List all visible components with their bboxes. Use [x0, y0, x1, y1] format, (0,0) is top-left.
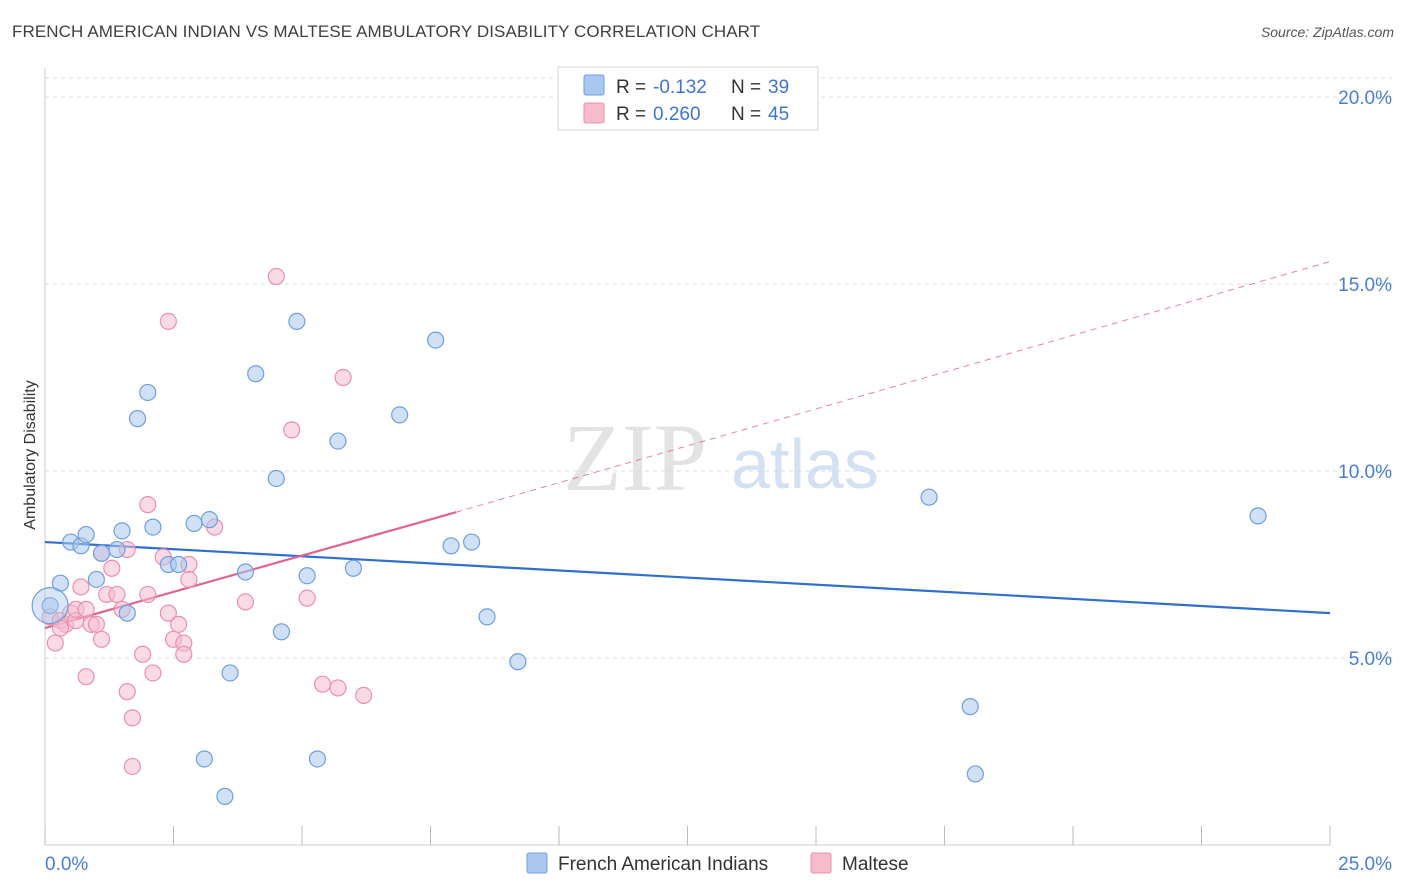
- legend-n-label-2: N =: [731, 104, 761, 125]
- x-tick-label-max: 25.0%: [1338, 854, 1392, 875]
- french-american-indian-point: [267, 469, 285, 488]
- french-american-indian-point: [961, 698, 979, 716]
- y-tick-label: 5.0%: [1349, 649, 1392, 670]
- maltese-point: [180, 570, 198, 589]
- french-american-indian-point: [442, 537, 460, 555]
- maltese-point: [236, 593, 255, 611]
- french-american-indian-point: [87, 570, 106, 589]
- legend-swatch-pink: [583, 102, 605, 124]
- french-american-indian-point: [41, 597, 59, 615]
- maltese-point: [123, 757, 141, 776]
- y-tick-label: 10.0%: [1338, 462, 1392, 483]
- legend-r-value-1: -0.132: [653, 77, 707, 98]
- french-american-indian-point: [272, 623, 291, 641]
- bottom-legend-swatch-pink: [810, 852, 832, 874]
- maltese-point: [175, 645, 193, 663]
- legend-r-value-2: 0.260: [653, 104, 701, 125]
- french-american-indian-point: [298, 567, 316, 585]
- french-american-indian-point: [247, 365, 265, 383]
- y-axis-label: Ambulatory Disability: [22, 380, 39, 529]
- french-american-indian-point: [288, 312, 306, 330]
- french-american-indian-point: [344, 559, 362, 577]
- french-american-indian-point: [509, 653, 527, 671]
- french-american-indian-point: [128, 410, 147, 428]
- french-american-indian-point: [478, 608, 496, 626]
- maltese-point: [355, 686, 373, 705]
- french-american-indian-point: [200, 511, 219, 529]
- maltese-point: [139, 585, 157, 604]
- axis-layer: 5.0% 10.0% 15.0% 20.0% 0.0% 25.0%: [44, 68, 1392, 875]
- maltese-point: [87, 615, 106, 633]
- y-tick-label: 20.0%: [1338, 88, 1392, 109]
- watermark-atlas: atlas: [731, 425, 879, 503]
- french-american-indian-cluster-point: [31, 587, 69, 625]
- bottom-legend-swatch-blue: [526, 852, 548, 874]
- french-american-indian-point: [221, 664, 239, 682]
- maltese-point: [123, 709, 141, 727]
- point-layer: [31, 267, 1267, 805]
- maltese-point: [103, 559, 121, 577]
- maltese-point: [334, 368, 352, 387]
- legend-n-value-1: 39: [768, 77, 789, 98]
- maltese-point: [139, 496, 157, 514]
- legend-swatch-blue: [583, 74, 605, 96]
- bottom-legend: French American Indians Maltese: [526, 852, 909, 875]
- source-label: Source: ZipAtlas.com: [1260, 24, 1394, 40]
- french-american-indian-point: [236, 563, 255, 581]
- top-legend: R = -0.132 N = 39 R = 0.260 N = 45: [557, 66, 819, 131]
- french-american-indian-point: [170, 555, 188, 574]
- french-american-indian-trend-line: [44, 540, 1331, 615]
- french-american-indian-point: [463, 533, 481, 551]
- french-american-indian-point: [427, 331, 445, 349]
- french-american-indian-point: [108, 540, 126, 559]
- french-american-indian-point: [308, 750, 327, 768]
- maltese-point: [134, 645, 152, 663]
- maltese-point: [77, 600, 95, 618]
- french-american-indian-point: [77, 525, 95, 544]
- maltese-point: [92, 630, 111, 648]
- maltese-point: [298, 589, 316, 607]
- maltese-point: [159, 312, 177, 330]
- maltese-point: [170, 615, 188, 633]
- maltese-point: [159, 604, 177, 622]
- bottom-legend-label-pink: Maltese: [842, 854, 909, 875]
- watermark-zip: ZIP: [563, 404, 707, 511]
- bottom-legend-label-blue: French American Indians: [558, 854, 768, 875]
- french-american-indian-point: [195, 750, 213, 768]
- legend-n-label-1: N =: [731, 77, 761, 98]
- maltese-point: [77, 668, 95, 686]
- french-american-indian-point: [920, 488, 938, 506]
- french-american-indian-point: [92, 544, 111, 562]
- french-american-indian-point: [391, 406, 409, 424]
- maltese-point: [313, 675, 332, 693]
- y-tick-label: 15.0%: [1338, 275, 1392, 296]
- legend-n-value-2: 45: [768, 104, 789, 125]
- legend-r-label-2: R =: [616, 104, 646, 125]
- maltese-point: [118, 683, 136, 701]
- maltese-point: [46, 634, 64, 652]
- maltese-point: [108, 585, 126, 604]
- maltese-point: [72, 578, 90, 596]
- maltese-point: [144, 664, 162, 682]
- french-american-indian-point: [118, 604, 136, 622]
- french-american-indian-point: [966, 765, 984, 783]
- maltese-trend-line-extended: [456, 261, 1331, 513]
- maltese-point: [283, 421, 301, 439]
- french-american-indian-point: [1249, 507, 1267, 525]
- maltese-point: [329, 679, 347, 697]
- french-american-indian-point: [185, 514, 203, 532]
- chart-title: FRENCH AMERICAN INDIAN VS MALTESE AMBULA…: [12, 22, 761, 41]
- legend-r-label-1: R =: [616, 77, 646, 98]
- french-american-indian-point: [139, 383, 157, 402]
- french-american-indian-point: [113, 522, 131, 540]
- french-american-indian-point: [216, 787, 234, 805]
- x-tick-label-min: 0.0%: [45, 854, 88, 875]
- maltese-point: [267, 267, 285, 286]
- french-american-indian-point: [329, 432, 347, 450]
- french-american-indian-point: [144, 518, 162, 536]
